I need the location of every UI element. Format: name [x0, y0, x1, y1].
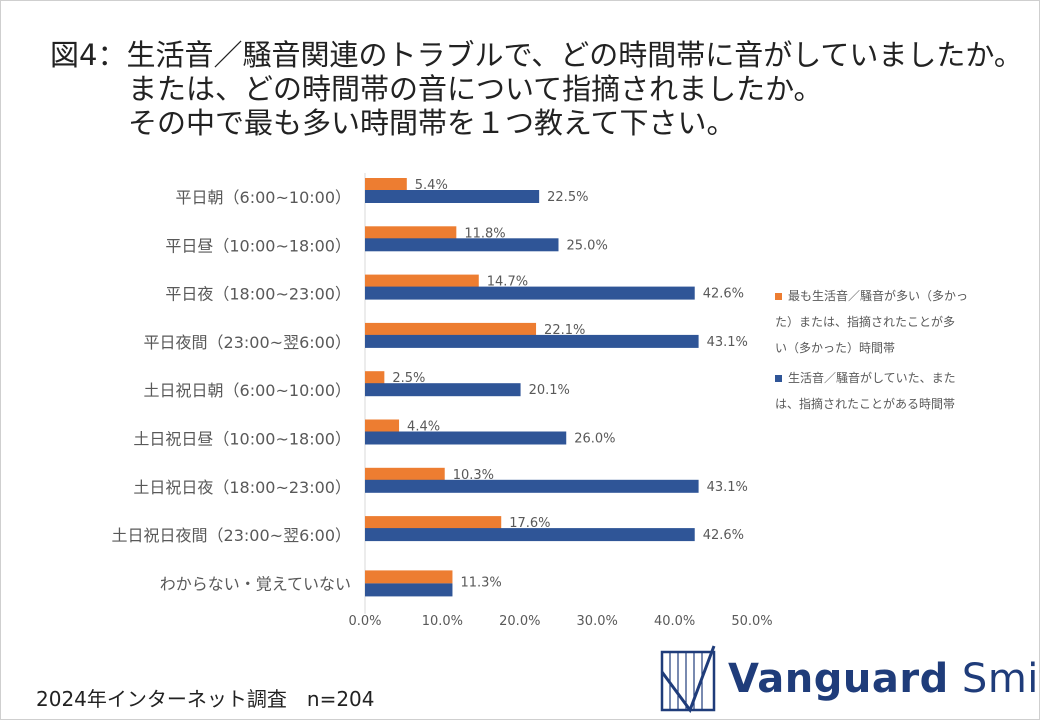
- category-label: 土日祝日昼（10:00~18:00）: [133, 430, 351, 449]
- bar-blue: [365, 431, 567, 445]
- data-label: 4.4%: [407, 420, 440, 435]
- x-tick-label: 20.0%: [499, 614, 540, 629]
- bar-blue: [365, 383, 521, 397]
- bar-blue: [365, 583, 453, 597]
- bar-orange: [365, 570, 453, 584]
- data-label: 20.1%: [529, 383, 570, 398]
- data-label: 2.5%: [392, 371, 425, 386]
- legend-text: た）または、指摘されたことが多: [775, 314, 955, 329]
- data-label: 11.3%: [460, 575, 501, 590]
- bar-blue: [365, 286, 695, 300]
- x-tick-label: 0.0%: [348, 614, 381, 629]
- bar-orange: [365, 226, 457, 240]
- data-label: 42.6%: [703, 287, 744, 302]
- chart-title: 図4：生活音／騒音関連のトラブルで、どの時間帯に音がしていましたか。 または、ど…: [50, 38, 1023, 140]
- data-label: 14.7%: [487, 275, 528, 290]
- legend-text: い（多かった）時間帯: [775, 341, 895, 355]
- bar-orange: [365, 467, 445, 481]
- data-label: 22.1%: [544, 323, 585, 338]
- bar-blue: [365, 334, 699, 348]
- data-label: 11.8%: [464, 226, 505, 241]
- bar-orange: [365, 178, 407, 191]
- category-label: 平日夜（18:00~23:00）: [165, 285, 351, 304]
- category-label: 土日祝日夜（18:00~23:00）: [133, 478, 351, 497]
- category-label: 土日祝日夜間（23:00~翌6:00）: [112, 526, 351, 545]
- legend-text: 最も生活音／騒音が多い（多かっ: [788, 288, 968, 303]
- bar-blue: [365, 479, 699, 493]
- vanguard-smith-logo: Vanguard Smith: [660, 644, 1040, 714]
- category-label: 平日朝（6:00~10:00）: [176, 188, 351, 207]
- data-label: 43.1%: [707, 480, 748, 495]
- legend-text: 生活音／騒音がしていた、また: [788, 370, 956, 385]
- legend-text: は、指摘されたことがある時間帯: [775, 396, 955, 411]
- data-label: 43.1%: [707, 335, 748, 350]
- legend-swatch-blue: [775, 375, 782, 382]
- x-tick-label: 10.0%: [422, 614, 463, 629]
- x-tick-label: 40.0%: [654, 614, 695, 629]
- x-tick-label: 50.0%: [731, 614, 772, 629]
- x-tick-label: 30.0%: [577, 614, 618, 629]
- category-label: わからない・覚えていない: [160, 574, 351, 593]
- survey-footnote: 2024年インターネット調査 n=204: [36, 687, 375, 711]
- bar-orange: [365, 516, 502, 530]
- title-line-1: 図4：生活音／騒音関連のトラブルで、どの時間帯に音がしていましたか。: [50, 38, 1023, 72]
- category-label: 平日夜間（23:00~翌6:00）: [144, 333, 351, 352]
- data-label: 5.4%: [415, 178, 448, 193]
- logo-word-smith: Smith: [961, 656, 1040, 702]
- title-line-2: または、どの時間帯の音について指摘されましたか。: [128, 72, 823, 106]
- bar-blue: [365, 528, 695, 542]
- logo-word-vanguard: Vanguard: [728, 656, 949, 702]
- data-label: 26.0%: [574, 432, 615, 447]
- category-label: 土日祝日朝（6:00~10:00）: [144, 381, 351, 400]
- data-label: 42.6%: [703, 528, 744, 543]
- logo-mark-icon: [660, 645, 716, 714]
- category-label: 平日昼（10:00~18:00）: [165, 236, 351, 255]
- legend-swatch-orange: [775, 293, 782, 300]
- bar-orange: [365, 371, 385, 385]
- bar-orange: [365, 274, 479, 288]
- title-line-3: その中で最も多い時間帯を１つ教えて下さい。: [128, 106, 736, 140]
- data-label: 22.5%: [547, 190, 588, 205]
- bar-blue: [365, 238, 559, 252]
- bar-orange: [365, 322, 537, 336]
- bar-blue: [365, 190, 540, 203]
- data-label: 10.3%: [453, 468, 494, 483]
- data-label: 17.6%: [509, 516, 550, 531]
- data-label: 25.0%: [567, 238, 608, 253]
- bar-orange: [365, 419, 400, 433]
